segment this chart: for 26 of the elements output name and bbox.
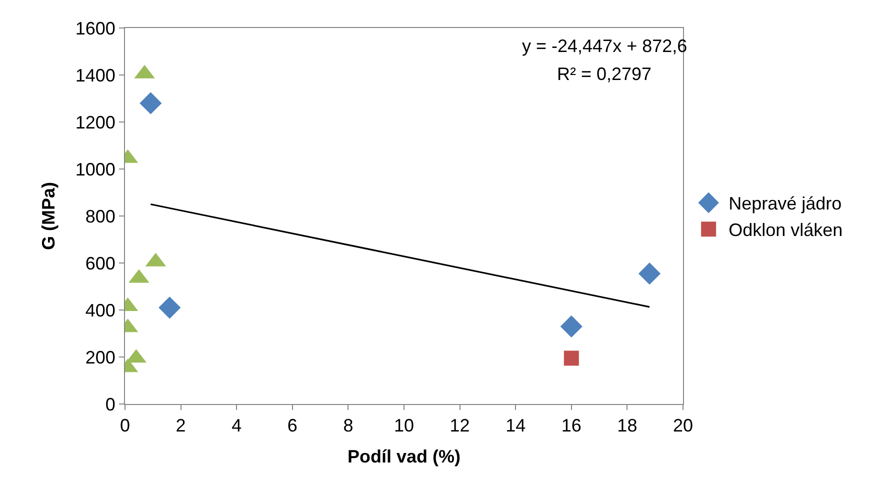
- x-tick-label: 20: [672, 416, 694, 436]
- x-tick-label: 12: [450, 416, 470, 436]
- y-tick-label: 1600: [75, 18, 116, 38]
- x-tick-label: 18: [617, 416, 638, 436]
- x-tick-label: 2: [176, 416, 186, 436]
- y-tick-label: 600: [85, 253, 116, 274]
- x-tick-label: 10: [394, 416, 414, 436]
- x-tick-label: 8: [343, 416, 354, 436]
- legend-label: Nepravé jádro: [728, 194, 842, 214]
- legend-label: Odklon vláken: [728, 220, 843, 240]
- y-tick-label: 1000: [75, 159, 116, 180]
- y-tick-label: 0: [105, 394, 116, 414]
- y-tick-label: 800: [85, 206, 116, 226]
- y-tick-label: 1400: [75, 65, 116, 86]
- y-tick-label: 200: [85, 347, 116, 368]
- x-tick-label: 6: [287, 416, 298, 436]
- x-tick-label: 0: [120, 416, 130, 436]
- annotation: R² = 0,2797: [557, 64, 652, 84]
- y-tick-label: 1200: [75, 112, 116, 132]
- x-tick-label: 16: [561, 416, 582, 436]
- annotation: y = -24,447x + 872,6: [522, 36, 688, 56]
- y-tick-label: 400: [85, 300, 116, 320]
- x-tick-label: 14: [506, 416, 526, 436]
- y-axis-title: G (MPa): [38, 182, 59, 250]
- x-axis-title: Podíl vad (%): [347, 446, 461, 467]
- x-tick-label: 4: [232, 416, 242, 436]
